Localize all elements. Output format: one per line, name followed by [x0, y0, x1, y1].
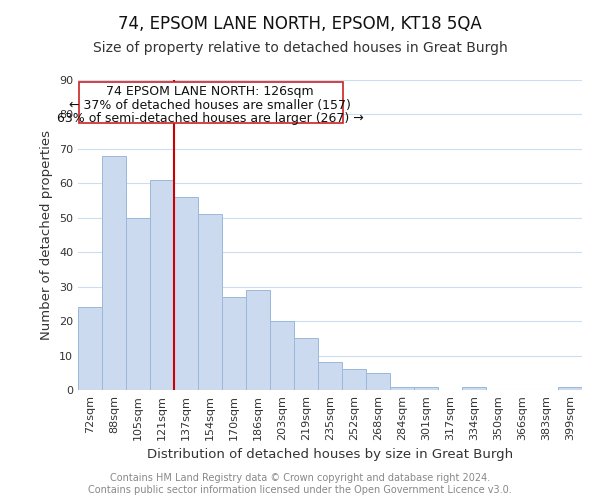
Bar: [414, 386, 438, 390]
Text: Size of property relative to detached houses in Great Burgh: Size of property relative to detached ho…: [92, 41, 508, 55]
Bar: [558, 386, 582, 390]
Bar: [198, 214, 222, 390]
Bar: [222, 297, 246, 390]
Text: ← 37% of detached houses are smaller (157): ← 37% of detached houses are smaller (15…: [69, 99, 351, 112]
Bar: [78, 308, 102, 390]
Bar: [342, 370, 366, 390]
Bar: [294, 338, 318, 390]
Bar: [246, 290, 270, 390]
Bar: [366, 373, 390, 390]
Bar: [462, 386, 486, 390]
Bar: [270, 321, 294, 390]
Text: 63% of semi-detached houses are larger (267) →: 63% of semi-detached houses are larger (…: [56, 112, 364, 124]
Y-axis label: Number of detached properties: Number of detached properties: [40, 130, 53, 340]
Text: 74 EPSOM LANE NORTH: 126sqm: 74 EPSOM LANE NORTH: 126sqm: [106, 85, 314, 98]
Bar: [174, 197, 198, 390]
Text: Contains HM Land Registry data © Crown copyright and database right 2024.
Contai: Contains HM Land Registry data © Crown c…: [88, 474, 512, 495]
X-axis label: Distribution of detached houses by size in Great Burgh: Distribution of detached houses by size …: [147, 448, 513, 462]
Text: 74, EPSOM LANE NORTH, EPSOM, KT18 5QA: 74, EPSOM LANE NORTH, EPSOM, KT18 5QA: [118, 15, 482, 33]
Bar: [102, 156, 126, 390]
Bar: [390, 386, 414, 390]
Bar: [150, 180, 174, 390]
Bar: [126, 218, 150, 390]
Bar: [318, 362, 342, 390]
FancyBboxPatch shape: [79, 82, 343, 123]
